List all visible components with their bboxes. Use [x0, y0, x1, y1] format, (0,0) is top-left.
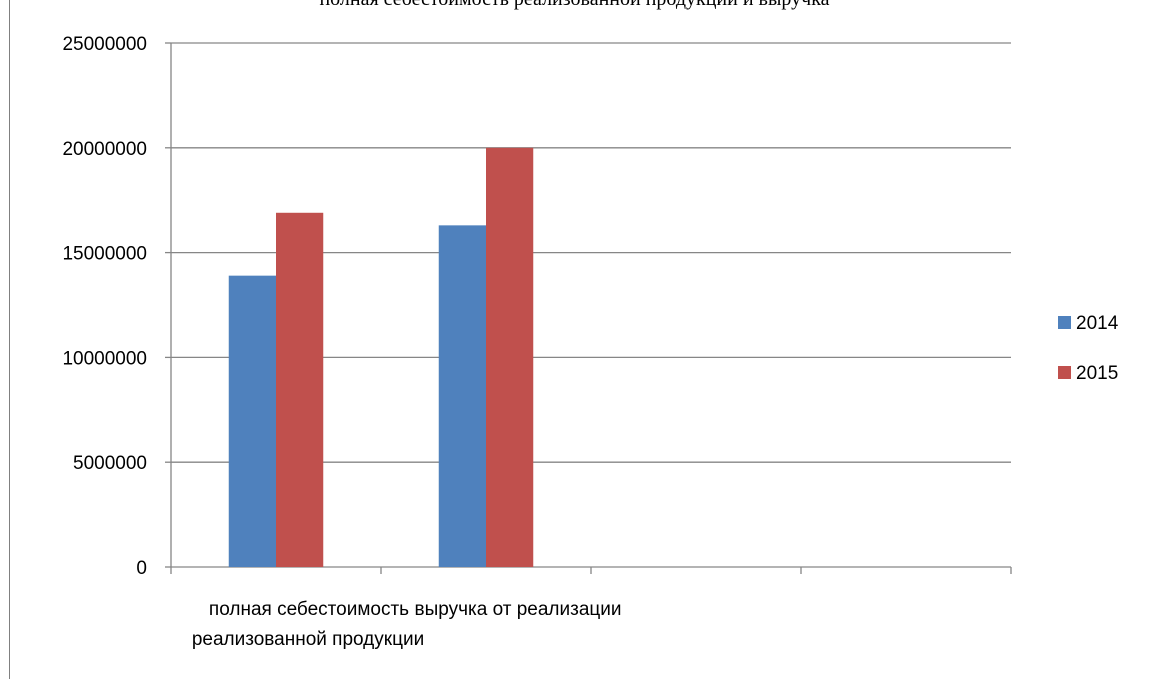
bar-2015 [486, 147, 534, 568]
bar-2015 [276, 212, 324, 567]
bars [228, 147, 534, 568]
legend-label-2015: 2015 [1076, 363, 1118, 384]
y-tick-label: 5000000 [73, 453, 147, 474]
y-tick-label: 25000000 [62, 34, 147, 55]
legend: 2014 2015 [1058, 313, 1119, 384]
category-label: полная себестоимость [209, 599, 409, 620]
y-tick-label: 10000000 [62, 348, 147, 369]
bar-2014 [438, 225, 486, 568]
legend-swatch-2014 [1058, 316, 1071, 329]
y-tick-label: 20000000 [62, 139, 147, 160]
y-tick-label: 0 [136, 558, 147, 579]
bar-2014 [228, 275, 276, 567]
y-tick-label: 15000000 [62, 244, 147, 265]
y-tick-labels: 0 5000000 10000000 15000000 20000000 25000000 [62, 34, 147, 579]
category-label: выручка от реализации [415, 599, 622, 620]
category-label: реализованной продукции [192, 629, 424, 650]
chart-frame [9, 0, 1149, 679]
legend-label-2014: 2014 [1076, 313, 1119, 334]
chart-title: полная себестоимость реализованной проду… [0, 0, 1149, 11]
legend-swatch-2015 [1058, 366, 1071, 379]
category-labels: полная себестоимость реализованной продук… [192, 599, 622, 650]
